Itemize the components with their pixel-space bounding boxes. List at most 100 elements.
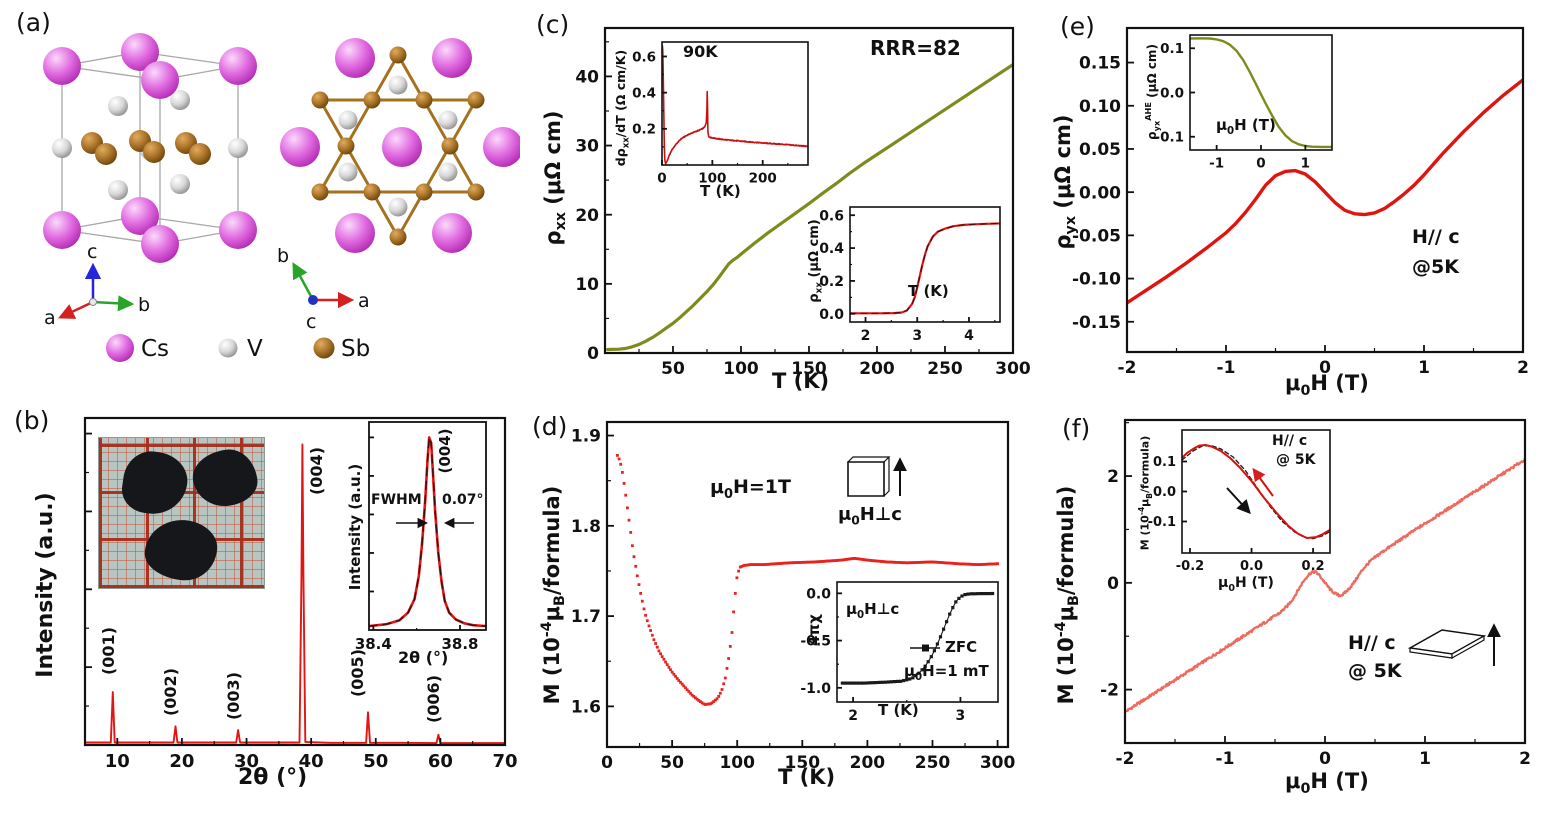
v-legend-label: V	[247, 336, 263, 362]
inset-orientation-annotation: μ0H⊥c	[846, 600, 900, 621]
svg-text:10: 10	[575, 275, 599, 295]
susceptibility-y-axis-label: 4πχ	[805, 614, 823, 646]
svg-text:-0.05: -0.05	[1072, 226, 1121, 246]
panel-b-xrd: 10 20 30 40 50 60 70 (b) Intensity (a.u.) 2θ (…	[0, 400, 520, 818]
svg-text:-0.1: -0.1	[1148, 515, 1176, 530]
axis-triad-right: a b c	[277, 245, 370, 333]
svg-text:0: 0	[587, 344, 599, 364]
svg-text:-0.2: -0.2	[1176, 559, 1204, 574]
svg-text:-0.15: -0.15	[1072, 313, 1121, 333]
svg-text:3: 3	[956, 708, 966, 724]
sb-legend-label: Sb	[341, 336, 370, 362]
svg-text:30: 30	[575, 137, 599, 157]
svg-text:0: 0	[1319, 358, 1331, 378]
svg-text:100: 100	[719, 753, 755, 773]
ahe-x-axis-label: μ0H (T)	[1216, 116, 1276, 137]
panel-f-magnetization-vs-H: -2 -1 0 1 2 2 0 -2 (f) M (10-4μB/formula) μ0H (…	[1040, 400, 1552, 818]
svg-text:0: 0	[601, 753, 613, 773]
svg-text:20: 20	[575, 206, 599, 226]
peak-inset-y-axis-label: Intensity (a.u.)	[346, 463, 364, 591]
svg-text:2: 2	[1517, 358, 1529, 378]
svg-text:0.0: 0.0	[1160, 85, 1184, 101]
hall-orientation-annotation: H// c	[1412, 226, 1460, 248]
svg-text:2: 2	[1107, 467, 1119, 487]
svg-text:0: 0	[1256, 156, 1265, 172]
svg-text:40: 40	[299, 751, 324, 772]
susceptibility-x-axis-label: T (K)	[878, 701, 919, 719]
svg-text:0: 0	[1107, 574, 1119, 594]
field-orientation-annotation: μ0H⊥c	[838, 504, 902, 528]
svg-text:250: 250	[927, 359, 963, 379]
svg-text:0.05: 0.05	[1079, 140, 1121, 160]
svg-text:30: 30	[234, 751, 259, 772]
panel-d-magnetization-vs-T: 0 50 100 150 200 250 300 1.6 1.7 1.8 1.9 (d) M (10…	[520, 400, 1040, 818]
cs-atoms-kagome	[280, 38, 520, 253]
down-sweep-arrow	[1226, 487, 1251, 515]
svg-text:-1.0: -1.0	[800, 681, 831, 697]
svg-text:38.4: 38.4	[355, 635, 392, 653]
zfc-legend: ZFC	[910, 639, 977, 656]
svg-text:0.15: 0.15	[1079, 54, 1121, 74]
cdw-temperature-annotation: 90K	[683, 42, 718, 61]
sb-atoms-kagome	[311, 46, 485, 246]
svg-text:-1: -1	[1216, 749, 1235, 769]
panel-label-c: (c)	[536, 10, 570, 39]
svg-text:1.8: 1.8	[571, 517, 601, 537]
sample-orientation-sketch	[847, 456, 907, 497]
svg-text:0.0: 0.0	[819, 307, 844, 323]
cs-atoms-unit-cell	[43, 33, 257, 263]
svg-text:1.6: 1.6	[571, 697, 601, 717]
svg-text:200: 200	[850, 753, 886, 773]
fwhm-value: 0.07°	[442, 492, 484, 508]
sc-inset-x-axis-label: T (K)	[908, 282, 949, 300]
ahe-y-axis-label: ρyxAHE (μΩ cm)	[1143, 44, 1162, 140]
mh-temperature-annotation: @ 5K	[1348, 660, 1402, 682]
axis-a-label: a	[358, 290, 370, 312]
svg-text:200: 200	[749, 171, 777, 187]
sc-transition-inset-chart: 2 3 4 0.0 0.2 0.4 0.6	[819, 206, 1001, 344]
crystal-photo-inset	[98, 437, 265, 589]
svg-text:0.4: 0.4	[819, 241, 844, 257]
svg-text:300: 300	[995, 359, 1031, 379]
panel-label-a: (a)	[16, 8, 51, 37]
hysteresis-orientation-annotation: H// c	[1272, 433, 1308, 449]
hysteresis-y-axis-label: M (10-4μB/formula)	[1137, 435, 1154, 551]
svg-text:0.10: 0.10	[1079, 97, 1121, 117]
panel-label-f: (f)	[1062, 414, 1091, 443]
hysteresis-x-axis-label: μ0H (T)	[1218, 575, 1274, 594]
panel-label-e: (e)	[1060, 12, 1095, 41]
magnetization-x-axis-label: T (K)	[778, 765, 836, 789]
rrr-annotation: RRR=82	[870, 36, 961, 60]
svg-text:4: 4	[964, 328, 974, 344]
svg-text:-1: -1	[1217, 358, 1236, 378]
axis-a-label: a	[44, 307, 56, 329]
fwhm-label: FWHM	[371, 492, 422, 508]
svg-text:50: 50	[661, 359, 685, 379]
svg-text:0.0: 0.0	[1153, 485, 1176, 500]
svg-text:0.1: 0.1	[1153, 455, 1176, 470]
resistivity-x-axis-label: T (K)	[772, 369, 830, 393]
ahe-inset-chart: -1 0 1 0.1 0.0 -0.1	[1154, 34, 1333, 172]
kagome-bonds	[317, 51, 479, 241]
cs-legend-label: Cs	[141, 336, 169, 362]
susceptibility-inset-chart: 2 3 0.0 -0.5 -1.0	[800, 581, 999, 724]
svg-text:200: 200	[859, 359, 895, 379]
v-legend-sphere	[218, 338, 238, 358]
mh-x-axis-label: μ0H (T)	[1285, 769, 1369, 798]
svg-text:50: 50	[363, 751, 388, 772]
svg-text:1: 1	[1419, 749, 1431, 769]
sc-inset-y-axis-label: ρxx (μΩ cm)	[807, 219, 825, 303]
axis-c-label: c	[87, 241, 97, 263]
inset-field-annotation: μ0H=1 mT	[904, 662, 989, 683]
peak-inset-004-label: (004)	[436, 428, 454, 474]
applied-field-annotation: μ0H=1T	[710, 476, 791, 502]
svg-text:100: 100	[723, 359, 759, 379]
hysteresis-inset-chart: -0.2 0.0 0.2 0.1 0.0 -0.1	[1148, 429, 1331, 574]
sb-legend-sphere	[313, 337, 335, 359]
svg-text:300: 300	[980, 753, 1016, 773]
svg-text:0.0: 0.0	[806, 586, 831, 602]
svg-text:0.0: 0.0	[1240, 559, 1263, 574]
panel-e-hall-resistivity: -2 -1 0 1 2 0.15 0.10 0.05 0.00 -0.05 -0.10 -0.15 (…	[1040, 0, 1552, 400]
svg-text:2: 2	[861, 328, 871, 344]
zfc-legend-marker	[910, 644, 940, 652]
